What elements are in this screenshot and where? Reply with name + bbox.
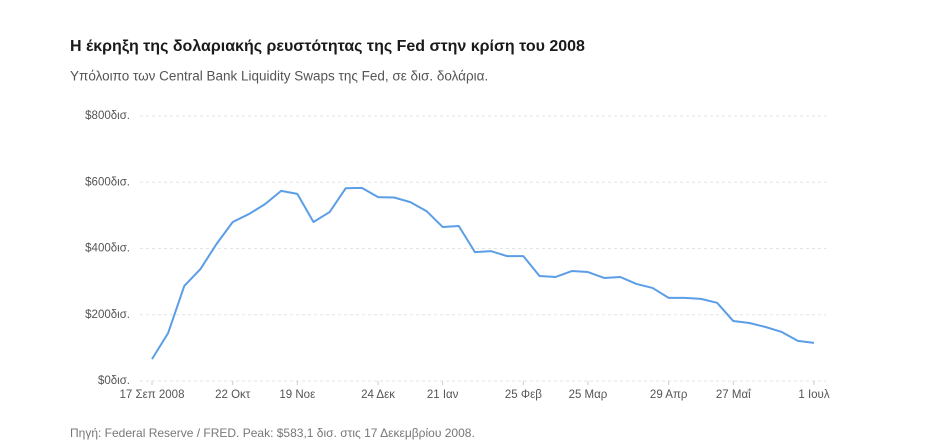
x-tick-label: 1 Ιουλ [798,389,829,401]
x-tick-label: 17 Σεπ 2008 [120,389,185,401]
y-tick-label: $400δισ. [85,243,130,255]
x-tick-label: 29 Απρ [650,389,688,401]
chart-subtitle: Υπόλοιπο των Central Bank Liquidity Swap… [70,69,488,84]
y-tick-label: $0δισ. [98,375,130,387]
y-tick-label: $600δισ. [85,176,130,188]
chart-title: Η έκρηξη της δολαριακής ρευστότητας της … [70,38,585,55]
x-tick-label: 22 Οκτ [215,389,251,401]
x-tick-label: 27 Μαΐ [716,389,752,401]
series-line [151,186,815,360]
x-tick-label: 25 Φεβ [505,389,542,401]
y-tick-label: $800δισ. [85,110,130,122]
x-tick-label: 25 Μαρ [569,389,608,401]
x-tick-label: 24 Δεκ [361,389,395,401]
y-tick-label: $200δισ. [85,309,130,321]
source-note: Πηγή: Federal Reserve / FRED. Peak: $583… [70,426,475,440]
x-tick-label: 21 Ιαν [427,389,459,401]
x-tick-label: 19 Νοε [279,389,315,401]
